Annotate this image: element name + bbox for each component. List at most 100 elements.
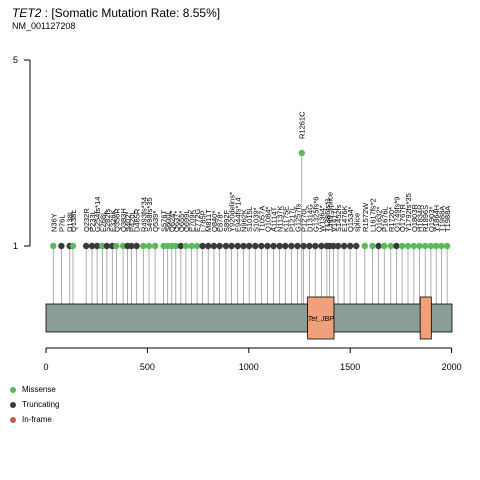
mutation-label: P420L — [127, 210, 136, 232]
legend-swatch-inframe — [10, 416, 16, 423]
mutation-dot — [234, 242, 241, 250]
mutation-label: E772G — [193, 208, 202, 232]
mutation-dot — [199, 242, 206, 250]
mutation-label: Q1767R — [398, 203, 407, 232]
mutation-dot — [294, 242, 301, 250]
x-tick-label: 0 — [43, 362, 48, 372]
mutation-label: T1057A — [257, 206, 266, 232]
mutation-dot — [432, 242, 440, 250]
mutation-label: W1364* — [317, 205, 326, 232]
mutation-label: E326K — [108, 209, 117, 232]
mutation-label: R1896S — [421, 205, 430, 232]
mutation-dot — [119, 242, 127, 250]
mutation-label: T1988A — [437, 206, 446, 232]
mutation-dot — [88, 242, 96, 250]
mutation-dot — [361, 242, 368, 250]
x-tick-label: 2000 — [442, 362, 462, 372]
mutation-label: E944fs*14 — [234, 197, 243, 232]
mutation-label: L1617fs*2 — [369, 198, 378, 232]
mutation-dot — [205, 242, 212, 250]
mutation-label: Q232R — [82, 208, 91, 232]
mutation-label: M811T — [204, 209, 213, 232]
mutation-dot — [93, 242, 101, 250]
mutation-dot — [228, 242, 235, 250]
mutation-dot — [50, 242, 57, 250]
mutation-label: N962K — [240, 209, 249, 232]
legend-item-missense: Missense — [10, 382, 60, 397]
mutation-dot — [353, 242, 360, 250]
mutation-label: D465R — [133, 208, 142, 232]
mutation-label: Q655* — [177, 211, 186, 232]
mutation-dot — [346, 242, 354, 250]
mutation-label: R493fs*34 — [139, 197, 148, 232]
mutation-dot — [140, 242, 147, 250]
mutation-dot — [252, 242, 259, 250]
protein-track: Tet_JBP — [45, 296, 453, 340]
mutation-dot — [103, 242, 111, 250]
mutation-dot — [270, 242, 277, 250]
mutation-label: S282fs — [103, 208, 112, 232]
mutation-dot — [300, 242, 307, 250]
mutation-dot — [151, 242, 159, 250]
mutation-label: P1217L — [287, 206, 296, 232]
mutation-dot — [438, 242, 445, 250]
y-tick-label: 5 — [13, 55, 18, 65]
mutation-dot — [416, 242, 423, 250]
legend-swatch-truncating — [10, 401, 16, 408]
mutation-label: S402* — [124, 211, 133, 232]
mutation-dot — [404, 242, 412, 250]
mutation-dot — [177, 242, 185, 250]
mutation-dot — [398, 242, 406, 250]
protein-bar — [45, 303, 453, 333]
mutation-label: splice — [352, 213, 361, 232]
legend-label-missense: Missense — [22, 385, 56, 394]
mutation-label: Q1749fs*9 — [392, 197, 401, 232]
mutation-dot — [393, 242, 400, 250]
y-tick-label: 1 — [13, 241, 18, 251]
mutation-label: T1988A — [443, 206, 452, 232]
mutation-label: Y1792fs*35 — [404, 193, 413, 232]
chart-title: TET2 : [Somatic Mutation Rate: 8.55%] — [12, 6, 220, 20]
mutation-label: Q840* — [210, 211, 219, 232]
mutation-dot — [222, 242, 230, 250]
legend-label-inframe: In-frame — [22, 415, 52, 424]
mutation-label: G1257fs — [293, 203, 302, 232]
mutation-dot — [298, 149, 305, 157]
mutation-label: Q138L — [69, 209, 78, 232]
x-tick-label: 1500 — [340, 362, 360, 372]
mutation-dots — [50, 149, 451, 250]
mutation-dot — [427, 242, 435, 250]
mutation-dot — [369, 242, 376, 250]
chart-header: TET2 : [Somatic Mutation Rate: 8.55%] NM… — [12, 6, 220, 32]
mutation-dot — [82, 242, 90, 250]
legend-label-truncating: Truncating — [22, 400, 60, 409]
mutation-label: S600L — [164, 210, 173, 232]
mutation-label: L785P — [199, 210, 208, 232]
domain-label: Tet_JBP — [308, 316, 335, 323]
mutation-dot — [188, 242, 195, 250]
title-rate: : [Somatic Mutation Rate: 8.55%] — [41, 6, 221, 20]
mutation-label: N36Y — [49, 213, 58, 232]
mutation-label: Q1903* — [427, 206, 436, 232]
chart-subtitle: NM_001127208 — [12, 21, 76, 31]
mutation-dot — [387, 242, 394, 250]
mutation-label: N1137K — [276, 205, 285, 232]
mutation-dot — [216, 242, 223, 250]
mutation-label: 1399_splice — [326, 192, 335, 232]
mutation-dot — [318, 242, 325, 250]
mutation-label: P1270L — [300, 206, 309, 232]
mutation-label: P233L — [88, 210, 97, 232]
mutation-label: V1417I — [329, 208, 338, 232]
mutation-label: S1015L — [245, 206, 254, 232]
mutation-label: Y920delins* — [228, 192, 237, 232]
mutation-dot — [210, 242, 218, 250]
mutation-dot — [276, 242, 283, 250]
mutation-dot — [330, 242, 337, 250]
mutation-dot — [422, 242, 429, 250]
mutation-label: K1175E — [281, 206, 290, 232]
gene-name: TET2 — [12, 6, 42, 20]
mutation-label: P1676L — [380, 206, 389, 232]
mutation-label: S1452fs — [334, 204, 343, 232]
